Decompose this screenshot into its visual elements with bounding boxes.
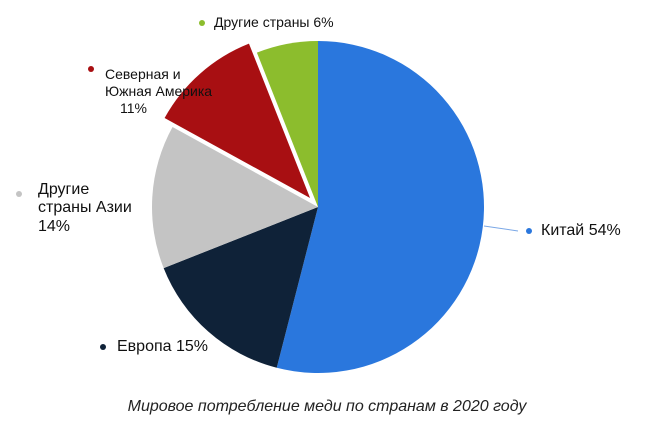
slice-label-americas: Северная и Южная Америка 11% <box>105 66 212 116</box>
slice-label-line: Другие страны 6% <box>214 14 334 30</box>
legend-dot-europe <box>100 344 106 350</box>
legend-dot-china <box>526 228 532 234</box>
slice-label-line: страны Азии <box>38 199 132 217</box>
legend-dot-asia <box>16 191 22 197</box>
pie-slice-asia <box>152 127 318 269</box>
slice-label-europe: Европа 15% <box>117 338 208 357</box>
slice-label-line: Северная и <box>105 66 181 82</box>
slice-label-line: Китай 54% <box>541 222 621 239</box>
legend-dot-americas <box>88 66 94 72</box>
pie-slice-americas <box>164 43 311 198</box>
pie-slice-europe <box>163 207 318 368</box>
slice-label-line: 11% <box>120 99 147 116</box>
leader-line-china <box>483 225 519 232</box>
pie-slice-other <box>256 41 318 207</box>
slice-label-other: Другие страны 6% <box>214 14 334 31</box>
slice-label-line: Другие <box>38 181 90 198</box>
slice-label-line: Южная Америка <box>105 82 213 99</box>
pie-slice-china <box>276 41 485 373</box>
slice-label-china: Китай 54% <box>541 222 621 241</box>
slice-label-asia: Другие страны Азии 14% <box>38 181 132 236</box>
slice-label-line: Европа 15% <box>117 338 208 355</box>
chart-caption: Мировое потребление меди по странам в 20… <box>127 398 527 415</box>
slice-label-line: 14% <box>38 217 71 235</box>
legend-dot-other <box>199 20 205 26</box>
